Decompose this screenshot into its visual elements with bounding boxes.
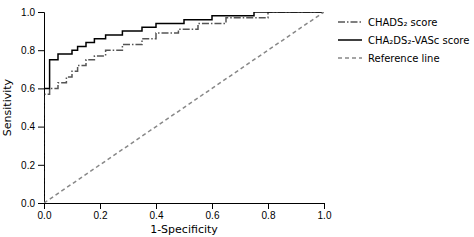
tick-label: 1.0 <box>21 7 35 18</box>
lines <box>44 12 324 203</box>
tick: 0.0 <box>38 203 52 221</box>
tick: 0.2 <box>21 160 44 171</box>
tick-label: 1.0 <box>318 210 332 221</box>
tick-mark <box>38 203 44 204</box>
tick: 0.8 <box>262 203 276 221</box>
tick-label: 0.2 <box>94 210 108 221</box>
tick: 1.0 <box>318 203 332 221</box>
legend-item: Reference line <box>338 53 440 64</box>
tick-label: 0.6 <box>206 210 220 221</box>
legend-item: CHADS₂ score <box>338 17 437 28</box>
y-axis-title: Sensitivity <box>1 78 14 136</box>
tick: 0.6 <box>206 203 220 221</box>
legend-swatch <box>338 57 362 59</box>
series-line <box>44 12 324 203</box>
series-line <box>44 12 324 203</box>
tick-label: 0.2 <box>21 160 35 171</box>
tick: 0.8 <box>21 45 44 56</box>
tick-mark <box>38 88 44 89</box>
tick: 0.2 <box>94 203 108 221</box>
x-axis: 0.0 0.2 0.4 0.6 0.8 1.0 <box>38 203 332 221</box>
legend-label: Reference line <box>368 53 440 64</box>
tick-label: 0.8 <box>21 45 35 56</box>
y-axis: 0.0 0.2 0.4 0.6 0.8 1.0 <box>21 7 44 209</box>
tick-mark <box>324 203 325 209</box>
plot: 0.0 0.2 0.4 0.6 0.8 1.0 0.0 0.2 0.4 0.6 0.8 1.0 <box>21 7 332 221</box>
legend-label: CHADS₂ score <box>368 17 437 28</box>
tick-mark <box>212 203 213 209</box>
axis-line <box>45 204 325 210</box>
legend-label: CHA₂DS₂-VASc score <box>368 35 469 46</box>
tick: 0.0 <box>21 198 44 209</box>
x-axis-title: 1-Specificity <box>150 223 218 236</box>
tick-mark <box>38 127 44 128</box>
tick-mark <box>38 50 44 51</box>
tick-label: 0.8 <box>262 210 276 221</box>
tick: 0.4 <box>150 203 164 221</box>
legend: CHADS₂ score CHA₂DS₂-VASc score Reference … <box>338 17 469 64</box>
legend-item: CHA₂DS₂-VASc score <box>338 35 469 46</box>
tick-mark <box>156 203 157 209</box>
chart: 0.0 0.2 0.4 0.6 0.8 1.0 0.0 0.2 0.4 0.6 0.8 1.0 1-Sp… <box>0 0 474 237</box>
tick-label: 0.4 <box>150 210 164 221</box>
series-line <box>44 12 324 203</box>
tick-label: 0.4 <box>21 121 35 132</box>
tick: 1.0 <box>21 7 44 18</box>
legend-swatch <box>338 21 362 23</box>
tick-mark <box>268 203 269 209</box>
tick-label: 0.6 <box>21 83 35 94</box>
tick-mark <box>38 165 44 166</box>
tick-mark <box>38 12 44 13</box>
axis-line <box>38 13 45 204</box>
tick-label: 0.0 <box>38 210 52 221</box>
tick-mark <box>100 203 101 209</box>
tick-label: 0.0 <box>21 198 35 209</box>
tick: 0.4 <box>21 121 44 132</box>
tick: 0.6 <box>21 83 44 94</box>
legend-swatch <box>338 39 362 41</box>
